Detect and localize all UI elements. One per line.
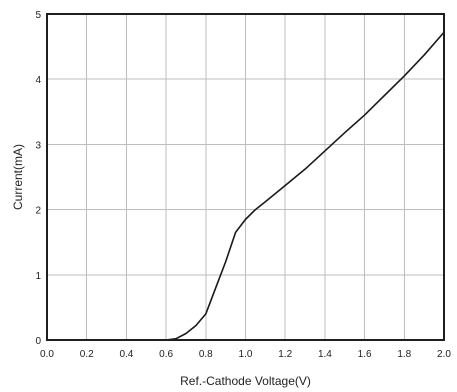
- series-line-0: [165, 31, 445, 341]
- x-tick-label-5: 1.0: [239, 349, 253, 360]
- x-tick-label-10: 2.0: [437, 349, 451, 360]
- x-tick-label-9: 1.8: [397, 349, 411, 360]
- x-axis-ticks: 0.0 0.2 0.4 0.6 0.8 1.0 1.2 1.4 1.6 1.8 2.0: [40, 349, 451, 360]
- plot-frame: [46, 13, 445, 341]
- grid: [46, 13, 445, 341]
- x-tick-label-7: 1.4: [318, 349, 332, 360]
- x-tick-label-8: 1.6: [358, 349, 372, 360]
- y-axis-ticks: 0 1 2 3 4 5: [35, 10, 41, 347]
- x-tick-label-1: 0.2: [80, 349, 94, 360]
- y-tick-label-2: 2: [35, 206, 41, 217]
- x-tick-label-3: 0.6: [159, 349, 173, 360]
- y-tick-label-0: 0: [35, 336, 41, 347]
- y-tick-label-3: 3: [35, 140, 41, 151]
- x-tick-label-0: 0.0: [40, 349, 54, 360]
- x-tick-label-6: 1.2: [278, 349, 292, 360]
- x-axis-title: Ref.-Cathode Voltage(V): [180, 374, 311, 388]
- y-axis-title: Current(mA): [11, 144, 25, 210]
- y-tick-label-1: 1: [35, 271, 41, 282]
- y-tick-label-4: 4: [35, 75, 41, 86]
- y-tick-label-5: 5: [35, 10, 41, 21]
- x-tick-label-2: 0.4: [119, 349, 133, 360]
- x-tick-label-4: 0.8: [199, 349, 213, 360]
- plot-area: [165, 31, 445, 341]
